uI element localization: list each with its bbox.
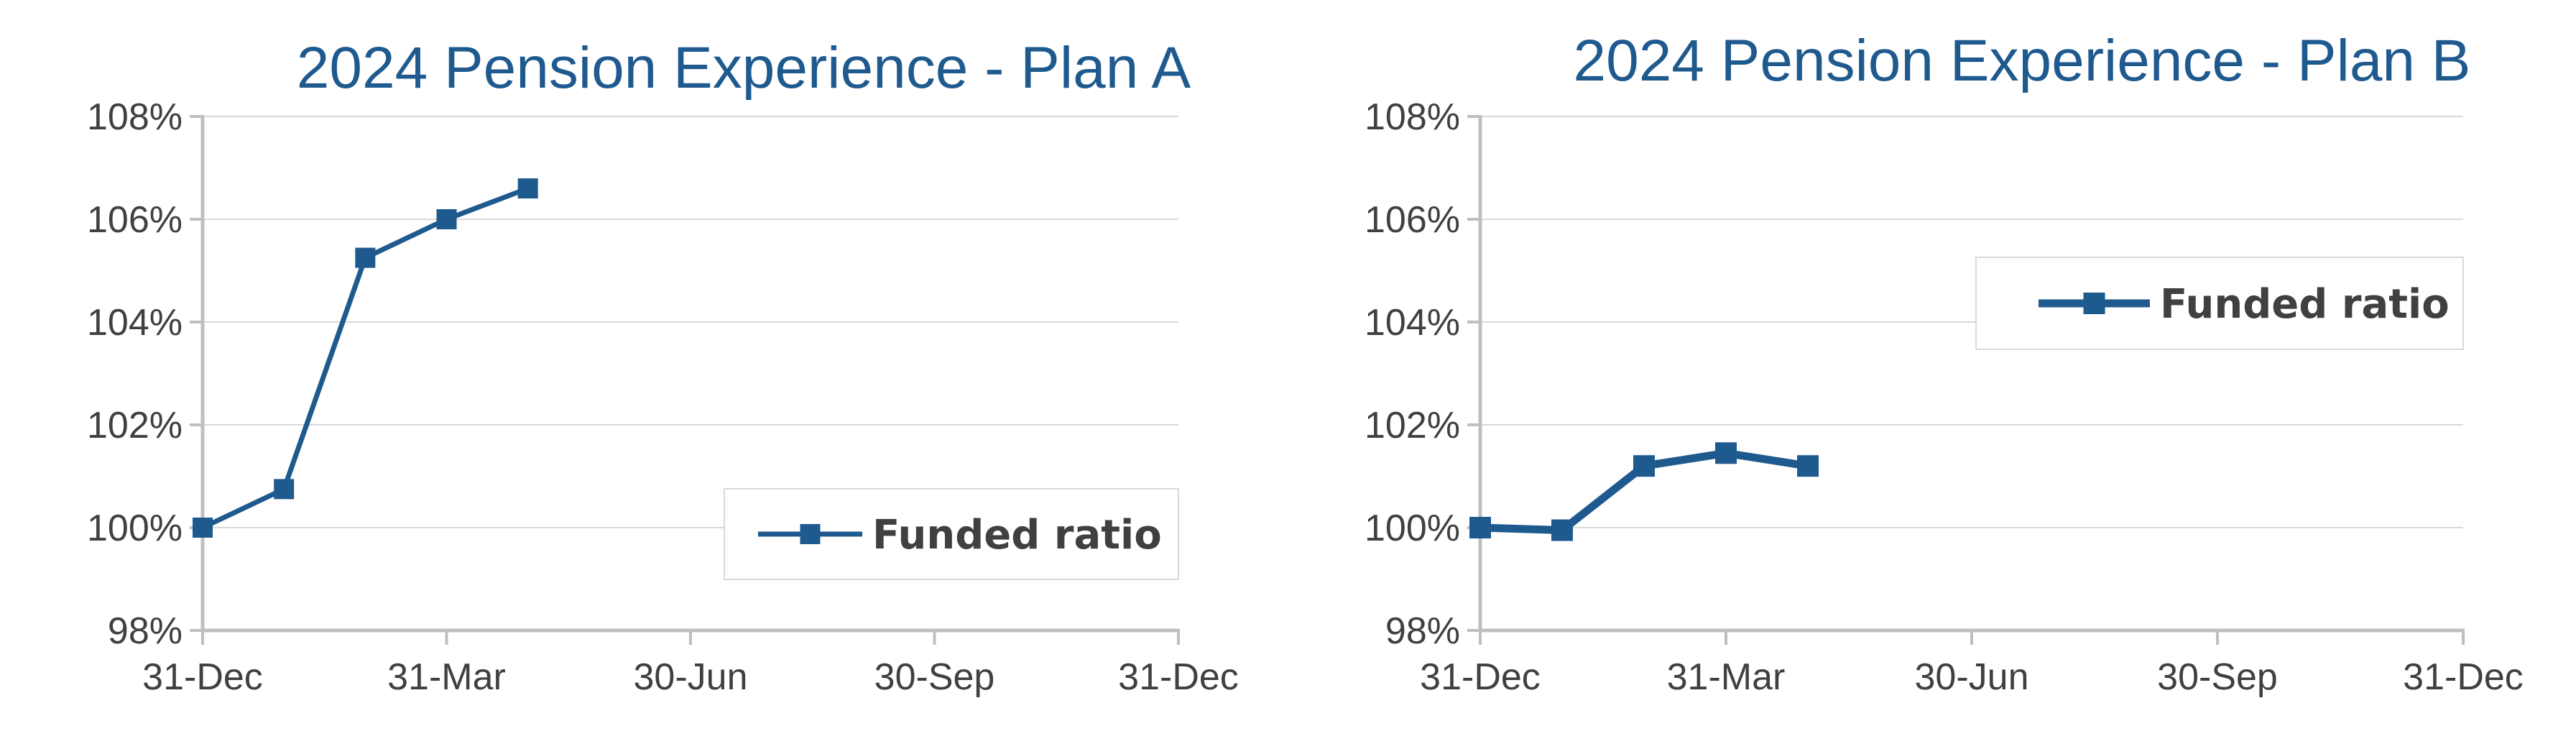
y-tick-label: 100% <box>87 508 183 549</box>
y-tick-label: 98% <box>108 610 183 652</box>
data-point-marker <box>1633 455 1655 477</box>
x-tick-label: 31-Dec <box>1420 656 1541 698</box>
x-tick-label: 30-Sep <box>2157 656 2278 698</box>
x-tick-label: 30-Jun <box>634 656 748 698</box>
y-tick-label: 102% <box>1365 405 1460 446</box>
data-point-marker <box>1715 442 1737 464</box>
data-point-marker <box>517 178 538 199</box>
x-tick-label: 31-Mar <box>387 656 506 698</box>
x-tick-label: 31-Mar <box>1667 656 1786 698</box>
line-chart-plan-b: 2024 Pension Experience - Plan B 98% 100% 1… <box>1365 28 2524 698</box>
legend-label-funded-ratio: Funded ratio <box>872 512 1162 559</box>
x-tick-label: 30-Jun <box>1915 656 2029 698</box>
chart-panel-plan-a: 2024 Pension Experience - Plan A 98% 100% 1… <box>87 35 1239 698</box>
y-tick-label: 106% <box>1365 199 1460 241</box>
x-tick-label: 30-Sep <box>874 656 995 698</box>
y-tick-label: 108% <box>1365 96 1460 138</box>
data-point-marker <box>1797 455 1819 477</box>
y-tick-label: 106% <box>87 199 183 241</box>
line-chart-plan-a: 2024 Pension Experience - Plan A 98% 100% 1… <box>87 35 1239 698</box>
y-tick-label: 98% <box>1385 610 1460 652</box>
y-tick-label: 104% <box>1365 302 1460 344</box>
data-point-marker <box>1469 517 1491 538</box>
series-line-funded-ratio <box>201 185 529 531</box>
data-point-marker <box>274 479 295 500</box>
legend-swatch-marker <box>800 524 821 544</box>
y-tick-label: 108% <box>87 96 183 138</box>
chart-title-plan-b: 2024 Pension Experience - Plan B <box>1573 28 2470 93</box>
chart-title-plan-a: 2024 Pension Experience - Plan A <box>297 35 1191 101</box>
data-point-marker <box>355 247 376 268</box>
y-tick-label: 104% <box>87 302 183 344</box>
y-tick-label: 102% <box>87 405 183 446</box>
data-point-marker <box>1551 519 1573 541</box>
x-tick-label: 31-Dec <box>2403 656 2524 698</box>
legend-box <box>724 488 1179 580</box>
chart-panel-plan-b: 2024 Pension Experience - Plan B 98% 100% 1… <box>1288 0 2575 744</box>
y-tick-label: 100% <box>1365 508 1460 549</box>
x-tick-label: 31-Dec <box>142 656 263 698</box>
data-point-marker <box>436 209 457 229</box>
legend-swatch-marker <box>2083 293 2105 314</box>
data-point-marker <box>193 518 213 538</box>
x-tick-label: 31-Dec <box>1118 656 1239 698</box>
legend-label-funded-ratio: Funded ratio <box>2160 281 2450 328</box>
